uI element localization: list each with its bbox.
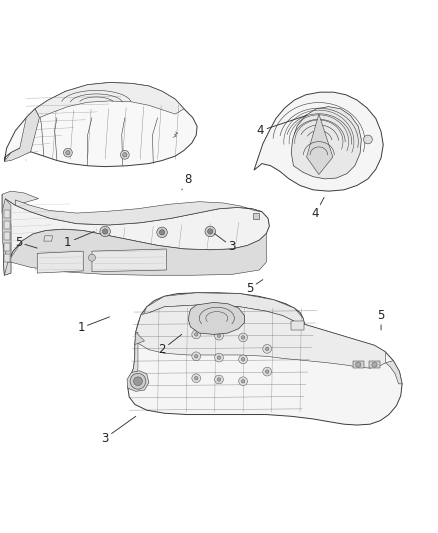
Circle shape — [205, 226, 215, 237]
Circle shape — [217, 378, 221, 381]
Polygon shape — [128, 332, 138, 388]
Circle shape — [241, 379, 245, 383]
Text: 8: 8 — [182, 173, 192, 190]
Polygon shape — [136, 293, 304, 332]
Circle shape — [215, 332, 223, 340]
Text: 4: 4 — [311, 197, 324, 221]
Polygon shape — [128, 293, 402, 425]
Polygon shape — [4, 211, 10, 219]
Circle shape — [64, 148, 72, 157]
Polygon shape — [92, 249, 166, 272]
Circle shape — [239, 355, 247, 364]
Polygon shape — [44, 236, 53, 241]
Circle shape — [130, 374, 146, 389]
Polygon shape — [291, 107, 361, 179]
Circle shape — [208, 229, 213, 234]
Polygon shape — [369, 361, 380, 368]
Polygon shape — [4, 254, 10, 262]
Circle shape — [263, 344, 272, 353]
Circle shape — [239, 377, 247, 386]
Polygon shape — [135, 305, 385, 368]
Circle shape — [215, 353, 223, 362]
Circle shape — [217, 356, 221, 359]
Polygon shape — [4, 221, 10, 229]
Circle shape — [372, 362, 377, 367]
Text: 5: 5 — [246, 280, 263, 295]
Circle shape — [192, 330, 201, 339]
Polygon shape — [15, 200, 262, 225]
Circle shape — [241, 336, 245, 339]
Circle shape — [120, 150, 129, 159]
Circle shape — [239, 333, 247, 342]
Polygon shape — [127, 371, 149, 391]
Text: 3: 3 — [215, 233, 236, 253]
Circle shape — [356, 362, 361, 367]
Polygon shape — [2, 191, 39, 275]
Circle shape — [241, 358, 245, 361]
Circle shape — [263, 367, 272, 376]
Text: 1: 1 — [64, 231, 94, 249]
Circle shape — [134, 377, 142, 386]
Polygon shape — [353, 361, 364, 368]
Circle shape — [265, 370, 269, 374]
Polygon shape — [4, 109, 39, 161]
Polygon shape — [4, 232, 10, 240]
Polygon shape — [385, 361, 402, 384]
Text: 4: 4 — [257, 115, 307, 137]
Circle shape — [215, 375, 223, 384]
Text: 5: 5 — [378, 309, 385, 330]
Polygon shape — [4, 243, 10, 251]
Polygon shape — [254, 92, 383, 191]
Polygon shape — [4, 83, 197, 167]
Circle shape — [194, 354, 198, 358]
Circle shape — [192, 374, 201, 383]
Text: 1: 1 — [77, 317, 110, 334]
Circle shape — [364, 135, 372, 144]
Circle shape — [88, 254, 95, 261]
Circle shape — [100, 226, 110, 237]
Circle shape — [159, 230, 165, 235]
Polygon shape — [4, 229, 266, 275]
Circle shape — [194, 333, 198, 336]
Polygon shape — [35, 83, 184, 118]
Polygon shape — [188, 302, 244, 334]
Circle shape — [192, 352, 201, 361]
Polygon shape — [2, 199, 11, 262]
Text: 3: 3 — [102, 416, 136, 445]
Polygon shape — [253, 213, 259, 219]
Circle shape — [217, 334, 221, 337]
Polygon shape — [307, 114, 333, 174]
Polygon shape — [135, 332, 145, 344]
Text: 2: 2 — [158, 334, 182, 356]
Circle shape — [123, 152, 127, 157]
Polygon shape — [2, 194, 269, 275]
Circle shape — [194, 376, 198, 380]
Polygon shape — [291, 321, 304, 330]
Text: 5: 5 — [15, 236, 37, 249]
Circle shape — [265, 347, 269, 351]
Polygon shape — [37, 251, 83, 273]
Circle shape — [157, 227, 167, 238]
Circle shape — [66, 150, 70, 155]
Circle shape — [102, 229, 108, 234]
